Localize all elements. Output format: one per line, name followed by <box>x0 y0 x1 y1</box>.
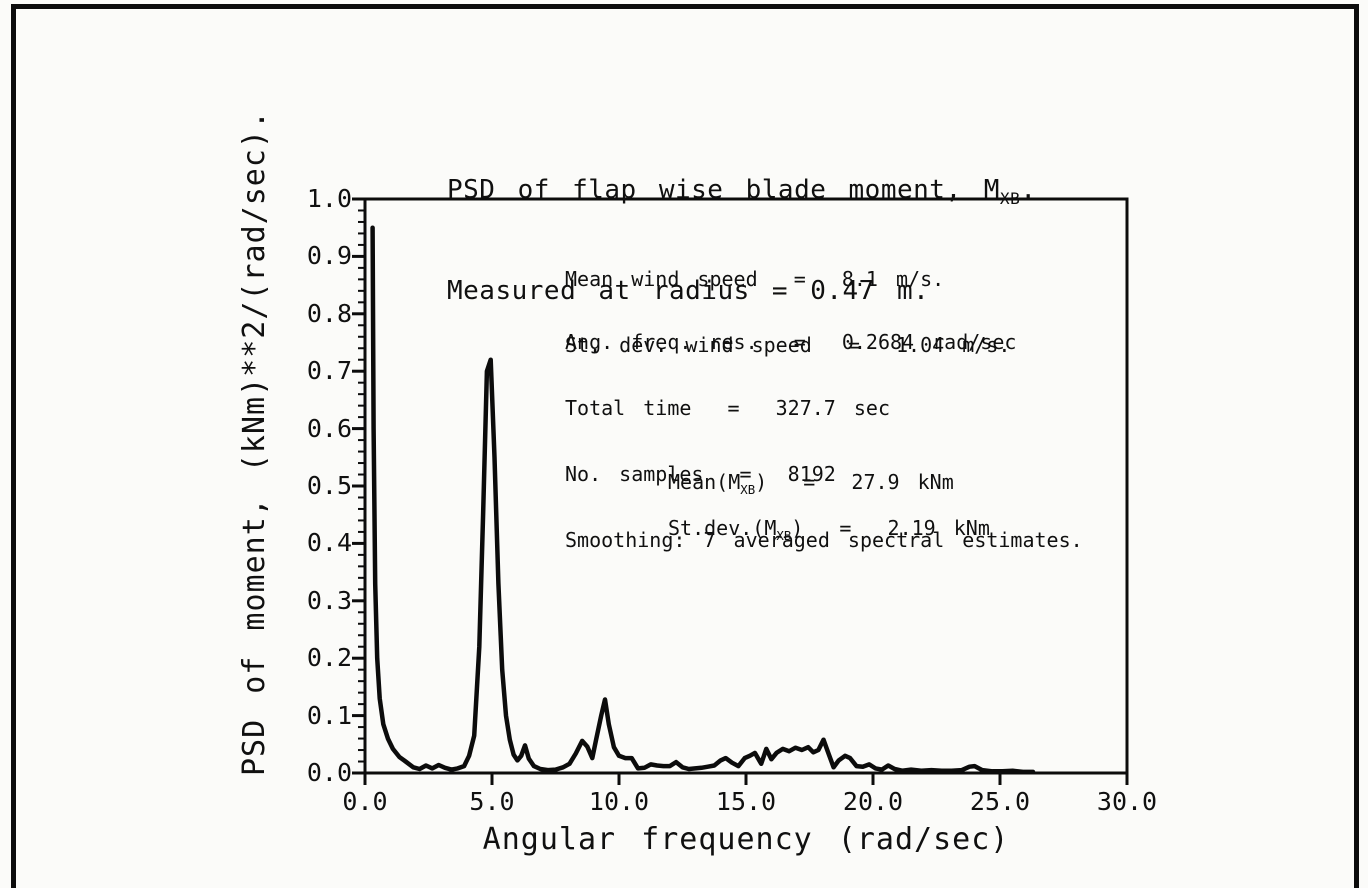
psd-curve <box>370 225 1036 775</box>
y-tick-label: 0.8 <box>306 298 352 328</box>
y-tick-label: 0.9 <box>306 241 352 271</box>
y-tick-label: 0.4 <box>306 528 352 558</box>
stat-subscript: XB <box>776 528 792 543</box>
x-tick-label: 5.0 <box>469 787 515 816</box>
x-tick-label: 0.0 <box>342 787 388 816</box>
y-tick-label: 0.6 <box>306 413 352 443</box>
annotation-stdev-moment: St.dev.(MXB) = 2.19 kNm <box>668 516 990 543</box>
x-tick-label: 30.0 <box>1096 787 1158 816</box>
y-tick-label: 0.0 <box>306 758 352 787</box>
annotation-stdev-wind-speed: St. dev. wind speed = 1.04 m/s. <box>565 333 1011 357</box>
x-tick-label: 20.0 <box>842 787 904 816</box>
annotation-total-time: Total time = 327.7 sec <box>565 396 890 420</box>
y-tick-label: 0.3 <box>306 585 352 615</box>
x-tick-label: 25.0 <box>969 787 1031 816</box>
annotation-processing-block: Ang. freq. res. = 0.2684 rad/sec Total t… <box>565 287 1083 573</box>
chart-title-line2: Measured at radius = 0.47 m. <box>447 276 930 307</box>
y-tick-label: 0.1 <box>306 700 352 730</box>
x-axis-label: Angular frequency (rad/sec) <box>482 822 1010 857</box>
annotation-mean-wind-speed: Mean wind speed = 8.1 m/s. <box>565 267 945 291</box>
y-axis-label: PSD of moment, (kNm)**2/(rad/sec). <box>237 109 272 777</box>
figure-border <box>11 4 1359 888</box>
y-tick-label: 0.2 <box>306 643 352 673</box>
stat-subscript: XB <box>740 482 756 497</box>
chart-title: PSD of flap wise blade moment, MXB. Meas… <box>447 113 1036 338</box>
y-tick-label: 1.0 <box>306 184 352 213</box>
annotation-num-samples: No. samples = 8192 <box>565 462 836 486</box>
annotation-ang-freq-res: Ang. freq. res. = 0.2684 rad/sec <box>565 330 1017 354</box>
annotation-mean-moment: Mean(MXB) = 27.9 kNm <box>668 470 954 497</box>
annotation-smoothing: Smoothing: 7 averaged spectral estimates… <box>565 528 1083 552</box>
y-tick-label: 0.7 <box>306 356 352 386</box>
x-tick-label: 15.0 <box>715 787 777 816</box>
chart-title-line1: PSD of flap wise blade moment, MXB. <box>447 175 1037 209</box>
annotation-wind-block: Mean wind speed = 8.1 m/s. St. dev. wind… <box>565 224 1010 378</box>
title-subscript: XB <box>999 189 1021 209</box>
x-tick-label: 10.0 <box>588 787 650 816</box>
y-tick-label: 0.5 <box>306 471 352 500</box>
